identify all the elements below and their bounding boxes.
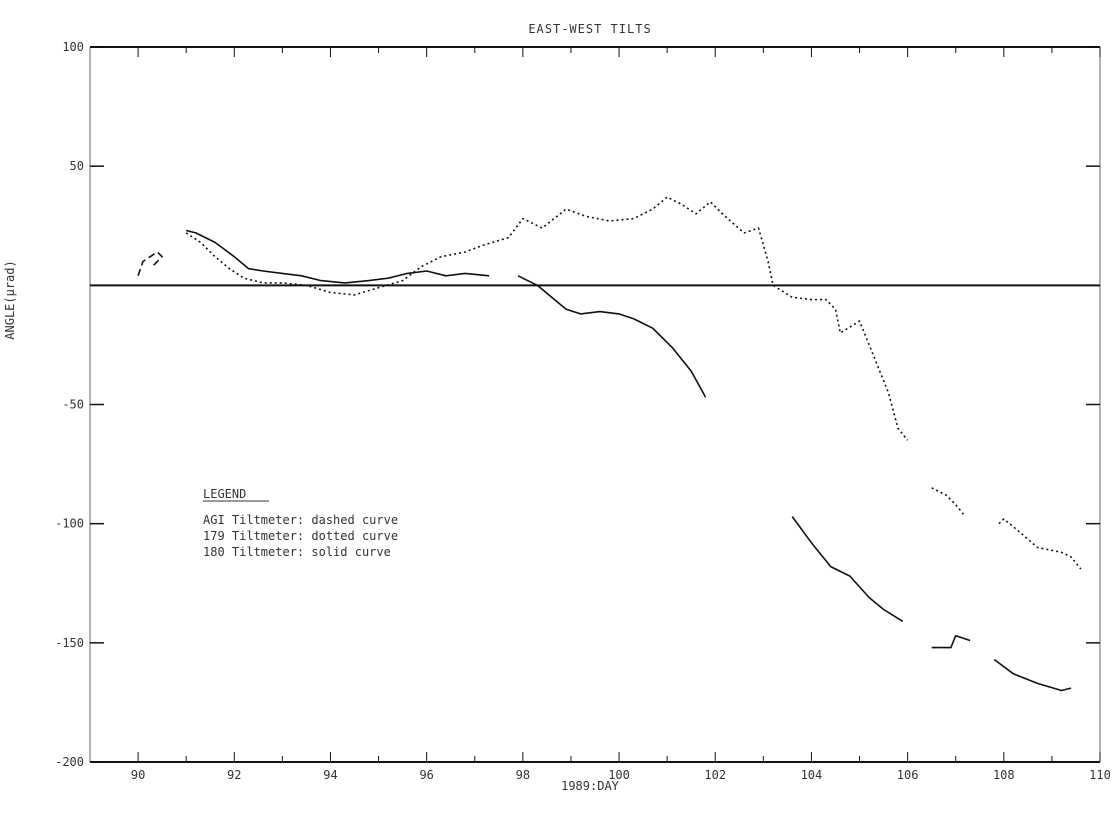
series-dotted-line-segment-0 [185, 196, 909, 441]
x-tick-label-2: 94 [323, 768, 337, 782]
series-solid-line-segment-2 [791, 516, 904, 623]
series-dotted-line-segment-2 [998, 518, 1082, 570]
x-tick-label-9: 108 [993, 768, 1015, 782]
x-tick-label-4: 98 [516, 768, 530, 782]
y-axis-label: ANGLE(µrad) [3, 260, 17, 339]
series-solid-line-segment-0 [186, 229, 490, 284]
chart-title: EAST-WEST TILTS [528, 22, 651, 36]
legend-entry-1: 179 Tiltmeter: dotted curve [203, 529, 398, 543]
series-dotted-line-segment-1 [931, 487, 966, 518]
y-tick-label-1: 50 [70, 159, 84, 173]
x-tick-label-7: 104 [801, 768, 823, 782]
series-solid-line-segment-4 [993, 658, 1072, 692]
x-tick-label-5: 100 [608, 768, 630, 782]
x-axis-label: 1989:DAY [561, 779, 620, 793]
y-tick-label-2: -50 [62, 398, 84, 412]
x-tick-label-3: 96 [419, 768, 433, 782]
y-tick-label-4: -150 [55, 636, 84, 650]
x-tick-label-6: 102 [704, 768, 726, 782]
series-dashed-line-segment-0 [137, 251, 163, 277]
x-tick-label-8: 106 [897, 768, 919, 782]
x-tick-label-0: 90 [131, 768, 145, 782]
x-tick-label-10: 110 [1089, 768, 1111, 782]
legend-entry-2: 180 Tiltmeter: solid curve [203, 545, 391, 559]
series-solid-line-segment-3 [931, 634, 971, 649]
y-tick-label-5: -200 [55, 755, 84, 769]
legend-entry-0: AGI Tiltmeter: dashed curve [203, 513, 398, 527]
series-solid-line-segment-1 [517, 275, 707, 398]
y-tick-label-0: 100 [62, 40, 84, 54]
legend-title: LEGEND [203, 487, 246, 501]
y-tick-label-3: -100 [55, 517, 84, 531]
x-tick-label-1: 92 [227, 768, 241, 782]
